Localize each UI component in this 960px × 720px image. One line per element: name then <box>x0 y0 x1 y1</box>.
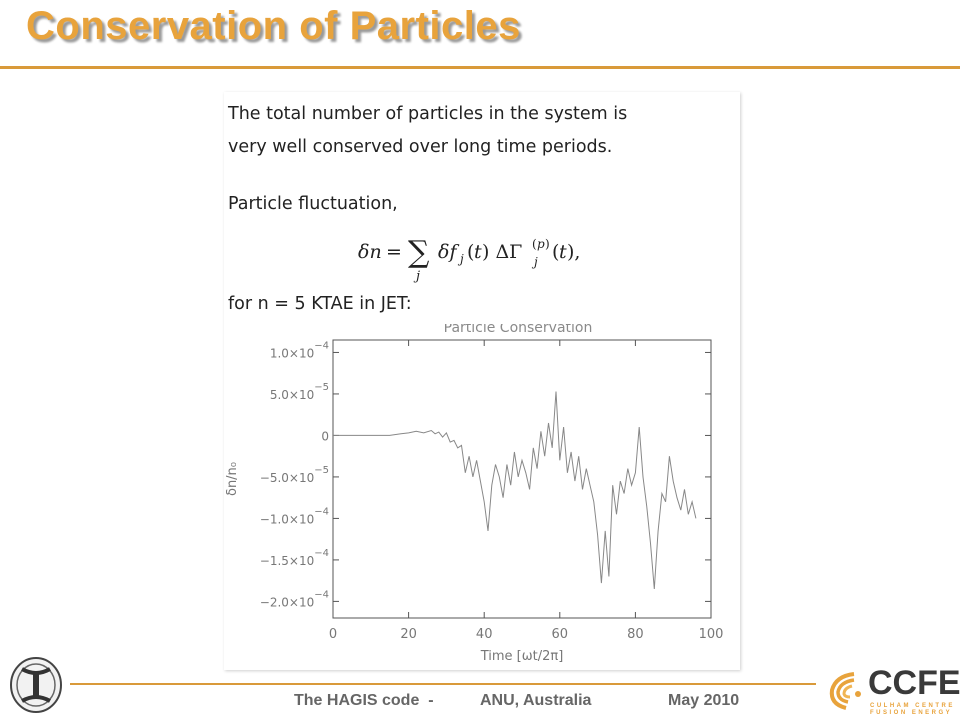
footer-divider <box>70 683 816 685</box>
svg-text:(: ( <box>552 241 559 263</box>
x-tick-label: 60 <box>552 627 569 642</box>
y-tick-label: −5.0×10−5 <box>260 465 329 485</box>
series-line <box>333 391 697 590</box>
page-title: Conservation of Particles <box>26 4 521 48</box>
svg-text:),: ), <box>567 241 580 263</box>
particle-conservation-chart: Particle Conservation 0 20 40 60 80 100 1.0×1… <box>225 324 724 664</box>
chart-title: Particle Conservation <box>444 324 593 336</box>
plot-frame <box>332 339 712 619</box>
svg-text:δn: δn <box>358 241 382 263</box>
ccfe-flame-icon <box>829 672 861 710</box>
x-tick-label: 100 <box>699 627 724 642</box>
svg-text:j: j <box>531 255 538 269</box>
anu-logo-icon <box>10 657 62 713</box>
footer-project: The HAGIS code - <box>294 692 434 709</box>
svg-text:(: ( <box>532 237 537 251</box>
title-divider <box>0 66 960 69</box>
svg-text:j: j <box>457 252 464 266</box>
svg-text:): ) <box>545 237 550 251</box>
svg-text:(: ( <box>467 241 474 263</box>
fluctuation-label: Particle fluctuation, <box>228 194 398 214</box>
svg-text:t: t <box>559 241 567 263</box>
footer-institution: ANU, Australia <box>480 692 592 709</box>
x-axis: 0 20 40 60 80 100 <box>329 340 724 642</box>
case-label: for n = 5 KTAE in JET: <box>228 294 412 314</box>
intro-line-1: The total number of particles in the sys… <box>228 104 628 124</box>
y-tick-label: 0 <box>321 429 329 443</box>
y-tick-label: −1.0×10−4 <box>260 506 329 526</box>
x-tick-label: 20 <box>400 627 417 642</box>
ccfe-logo: CCFE CULHAM CENTRE FUSION ENERGY <box>824 664 960 718</box>
x-tick-label: 80 <box>627 627 644 642</box>
y-tick-label: −1.5×10−4 <box>260 548 329 568</box>
intro-text: The total number of particles in the sys… <box>228 98 627 164</box>
intro-line-2: very well conserved over long time perio… <box>228 137 613 157</box>
particle-fluctuation-formula: δn = ∑ j δf j ( t ) ΔΓ ( p ) j ( t ), <box>358 235 580 284</box>
svg-text:δf: δf <box>438 241 459 263</box>
y-axis-label: δn/n₀ <box>225 462 240 496</box>
svg-text:j: j <box>413 269 420 284</box>
svg-text:) ΔΓ: ) ΔΓ <box>482 241 522 263</box>
svg-text:t: t <box>474 241 482 263</box>
ccfe-subtitle-1: CULHAM CENTRE <box>870 703 955 709</box>
ccfe-subtitle-2: FUSION ENERGY <box>870 710 953 716</box>
y-axis: 1.0×10−4 5.0×10−5 0 −5.0×10−5 −1.0×10−4 −1.5×… <box>260 340 711 609</box>
x-tick-label: 40 <box>476 627 493 642</box>
x-axis-label: Time [ωt/2π] <box>480 649 564 664</box>
svg-text:p: p <box>537 237 545 251</box>
y-tick-label: 5.0×10−5 <box>270 382 329 402</box>
y-tick-label: 1.0×10−4 <box>270 340 329 360</box>
content-panel: The total number of particles in the sys… <box>224 92 740 670</box>
x-tick-label: 0 <box>329 627 337 642</box>
y-tick-label: −2.0×10−4 <box>260 589 329 609</box>
svg-text:=: = <box>386 241 402 263</box>
svg-text:∑: ∑ <box>408 235 430 270</box>
ccfe-wordmark: CCFE <box>868 664 960 702</box>
footer-date: May 2010 <box>668 692 740 709</box>
